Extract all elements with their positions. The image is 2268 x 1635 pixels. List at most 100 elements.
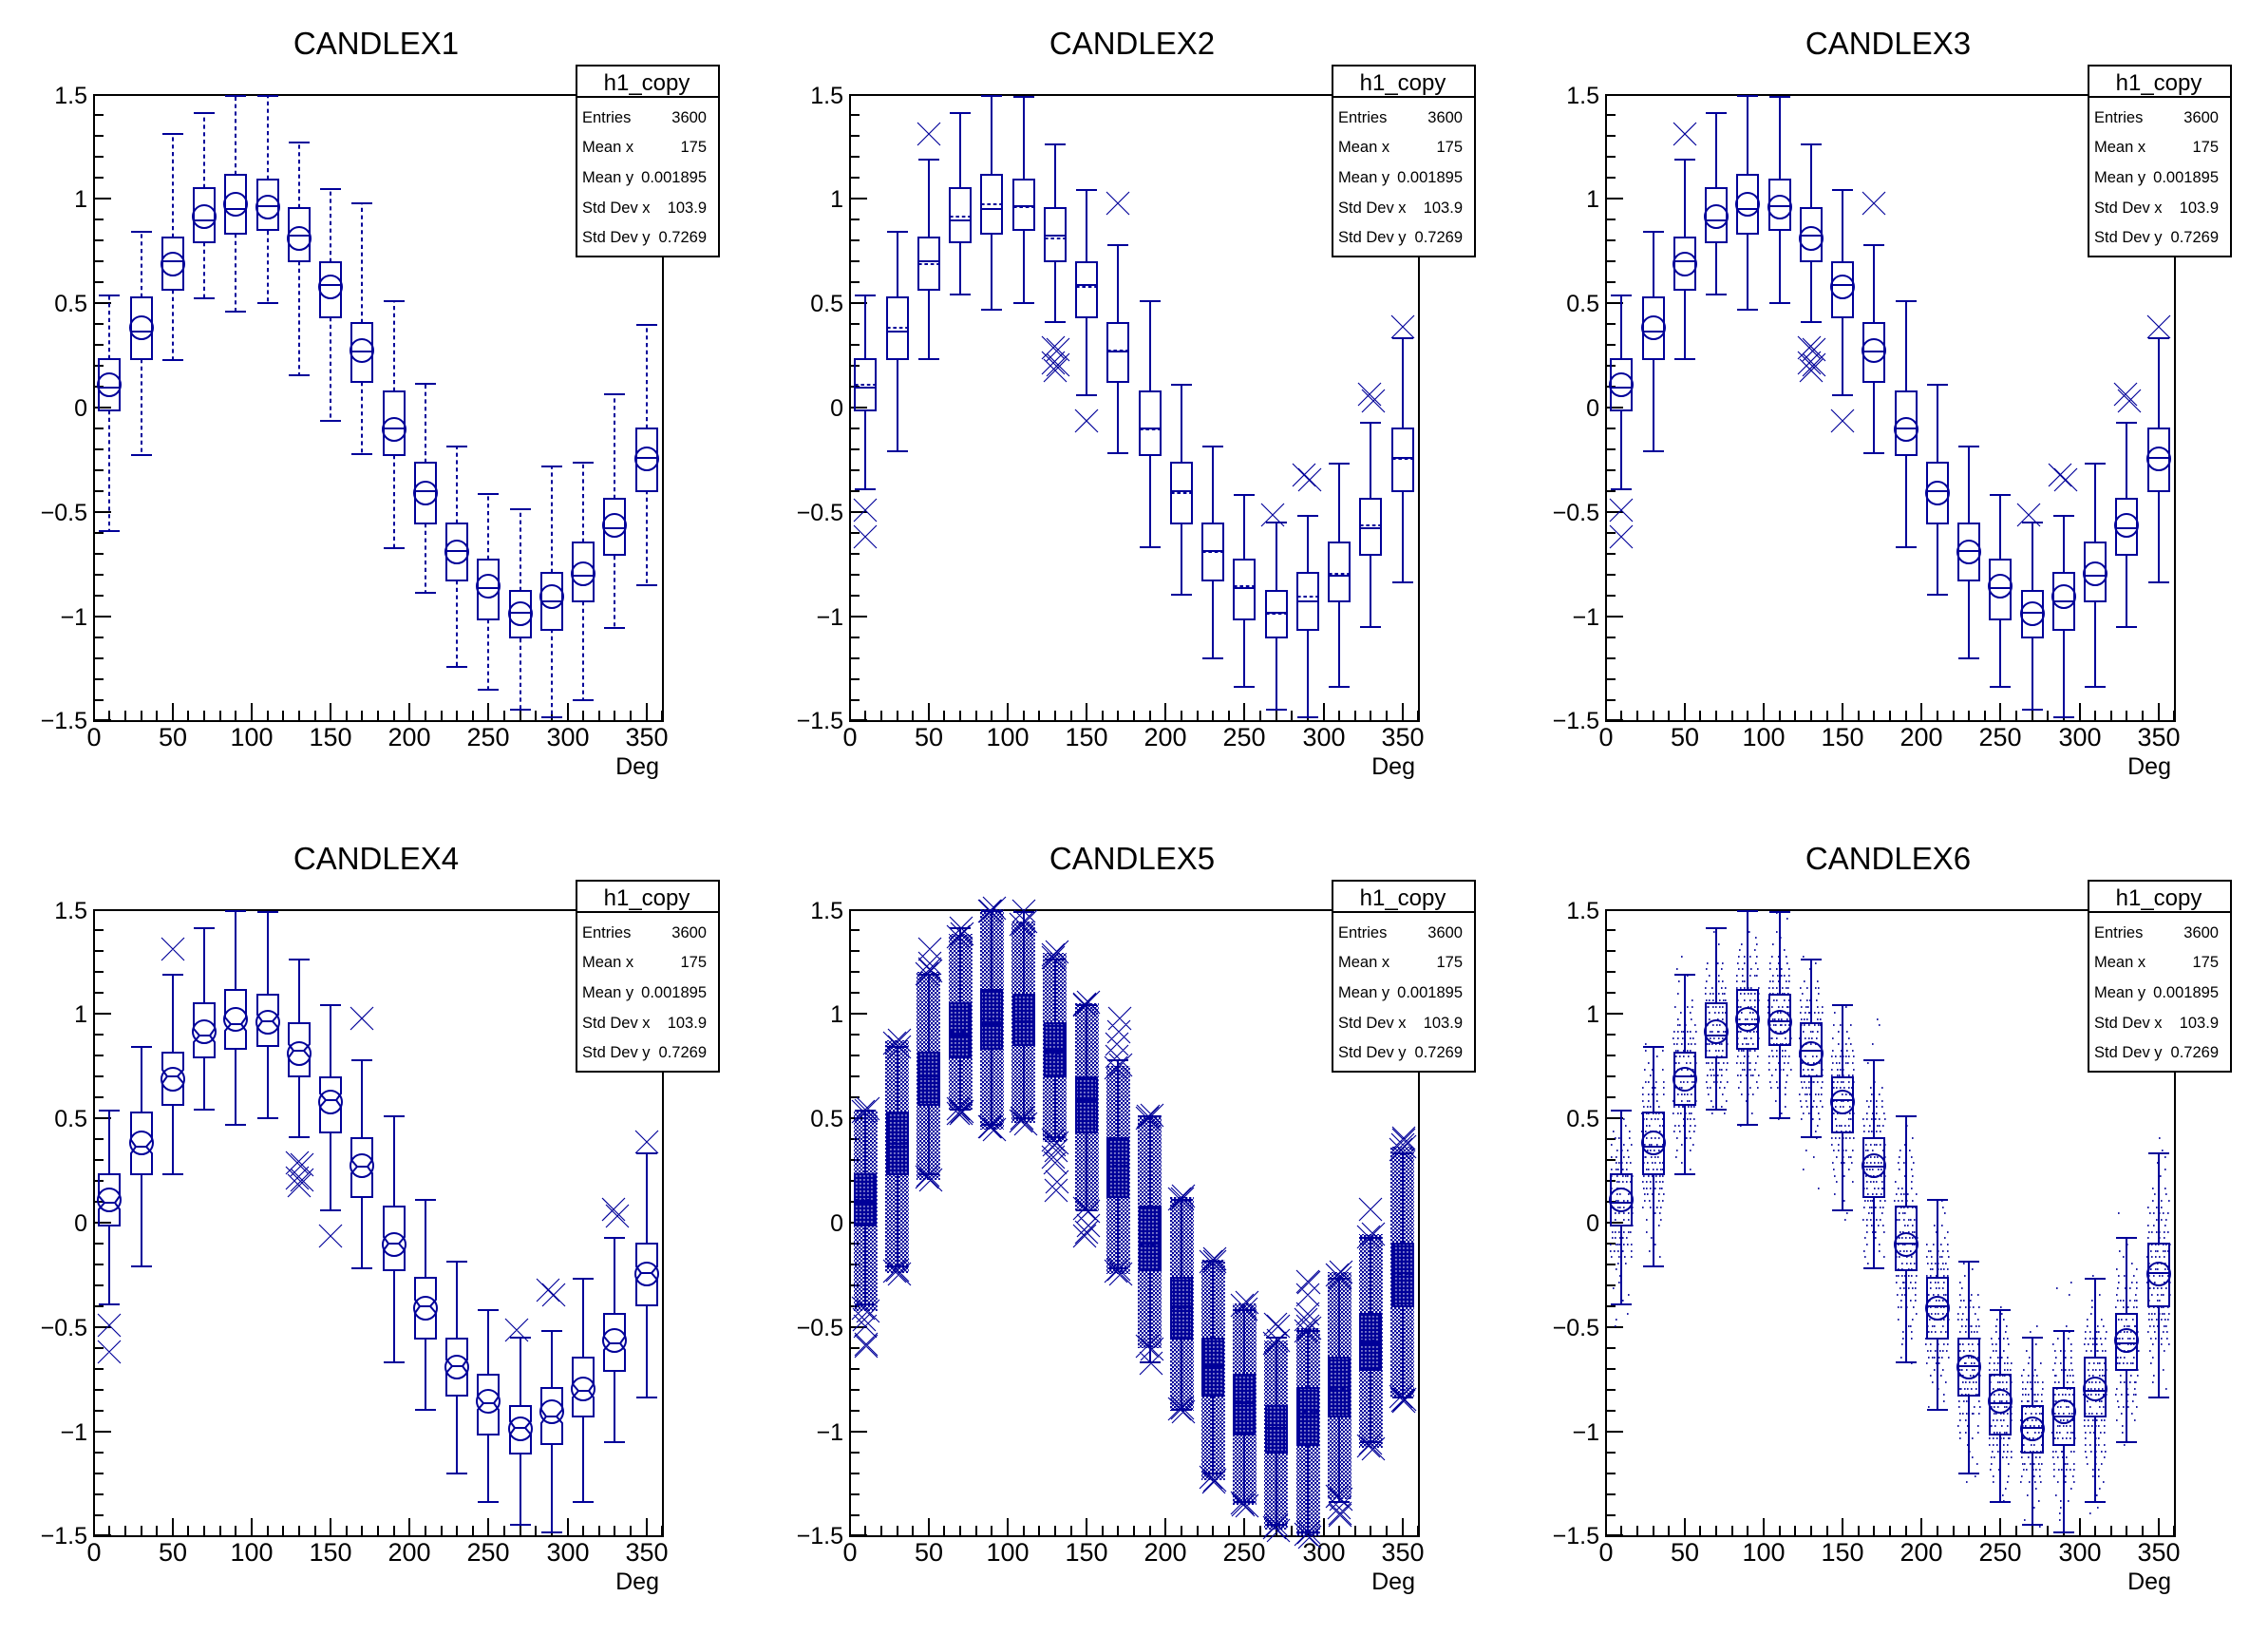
svg-text:−0.5: −0.5	[41, 1315, 87, 1341]
svg-text:200: 200	[387, 1538, 430, 1567]
svg-text:200: 200	[1899, 1538, 1942, 1567]
svg-text:1.5: 1.5	[1566, 83, 1599, 109]
svg-text:0: 0	[1598, 723, 1613, 751]
svg-text:CANDLEX2: CANDLEX2	[1049, 26, 1215, 61]
svg-text:Mean y: Mean y	[2094, 984, 2146, 1001]
svg-text:Deg: Deg	[1371, 753, 1415, 780]
svg-text:Deg: Deg	[2127, 753, 2171, 780]
svg-text:50: 50	[159, 1538, 187, 1567]
svg-text:−1: −1	[816, 1419, 843, 1446]
svg-text:Entries: Entries	[1338, 924, 1387, 941]
svg-text:−0.5: −0.5	[1553, 500, 1599, 526]
svg-text:100: 100	[1742, 723, 1785, 751]
svg-text:−0.5: −0.5	[41, 500, 87, 526]
svg-text:Std Dev x: Std Dev x	[1338, 200, 1407, 217]
svg-text:Std Dev x: Std Dev x	[2094, 200, 2163, 217]
svg-text:−1: −1	[1572, 1419, 1599, 1446]
svg-text:200: 200	[1143, 723, 1186, 751]
svg-text:250: 250	[1978, 723, 2021, 751]
svg-text:Entries: Entries	[2094, 924, 2143, 941]
svg-text:h1_copy: h1_copy	[604, 70, 690, 96]
svg-text:−1: −1	[1572, 604, 1599, 631]
svg-text:Mean x: Mean x	[2094, 954, 2146, 971]
svg-text:100: 100	[1742, 1538, 1785, 1567]
svg-text:−1.5: −1.5	[1553, 1523, 1599, 1549]
svg-text:−1: −1	[816, 604, 843, 631]
svg-text:0: 0	[830, 1210, 843, 1237]
svg-text:1: 1	[74, 1001, 87, 1028]
svg-text:150: 150	[1065, 723, 1107, 751]
svg-text:3600: 3600	[2183, 924, 2219, 941]
svg-text:CANDLEX6: CANDLEX6	[1805, 841, 1971, 876]
svg-text:−0.5: −0.5	[1553, 1315, 1599, 1341]
svg-text:Std Dev y: Std Dev y	[582, 229, 651, 246]
svg-text:0.001895: 0.001895	[1397, 984, 1463, 1001]
svg-text:Mean y: Mean y	[582, 984, 634, 1001]
svg-text:250: 250	[1978, 1538, 2021, 1567]
svg-text:1.5: 1.5	[54, 898, 87, 924]
svg-text:150: 150	[1821, 1538, 1863, 1567]
svg-text:Std Dev x: Std Dev x	[1338, 1015, 1407, 1032]
svg-text:100: 100	[986, 1538, 1029, 1567]
svg-text:Std Dev y: Std Dev y	[1338, 229, 1407, 246]
svg-text:Mean y: Mean y	[1338, 169, 1390, 186]
svg-text:0.7269: 0.7269	[1415, 1044, 1463, 1061]
svg-text:103.9: 103.9	[1424, 200, 1463, 217]
svg-text:0: 0	[86, 723, 101, 751]
svg-text:350: 350	[2137, 1538, 2180, 1567]
svg-text:50: 50	[915, 723, 943, 751]
svg-text:1.5: 1.5	[1566, 898, 1599, 924]
svg-text:Mean y: Mean y	[582, 169, 634, 186]
svg-text:0.001895: 0.001895	[2153, 169, 2219, 186]
svg-text:3600: 3600	[671, 109, 707, 126]
svg-text:103.9: 103.9	[668, 1015, 707, 1032]
svg-text:−1.5: −1.5	[797, 708, 843, 734]
svg-text:0.5: 0.5	[1566, 1106, 1599, 1132]
svg-text:0: 0	[1586, 395, 1599, 422]
svg-text:100: 100	[986, 723, 1029, 751]
svg-text:Deg: Deg	[615, 753, 659, 780]
svg-text:Std Dev y: Std Dev y	[2094, 1044, 2163, 1061]
svg-text:Entries: Entries	[582, 924, 631, 941]
svg-text:Std Dev x: Std Dev x	[2094, 1015, 2163, 1032]
svg-text:Mean x: Mean x	[582, 954, 634, 971]
svg-text:0: 0	[86, 1538, 101, 1567]
svg-text:h1_copy: h1_copy	[1360, 885, 1446, 911]
svg-text:CANDLEX5: CANDLEX5	[1049, 841, 1215, 876]
svg-text:175: 175	[1436, 954, 1463, 971]
svg-text:0.5: 0.5	[1566, 291, 1599, 317]
svg-text:−1.5: −1.5	[41, 708, 87, 734]
svg-text:0: 0	[74, 395, 87, 422]
svg-text:150: 150	[309, 723, 351, 751]
svg-text:100: 100	[230, 1538, 273, 1567]
svg-text:CANDLEX1: CANDLEX1	[293, 26, 459, 61]
svg-text:CANDLEX4: CANDLEX4	[293, 841, 459, 876]
svg-text:Mean x: Mean x	[1338, 954, 1390, 971]
svg-text:0.001895: 0.001895	[641, 984, 707, 1001]
svg-text:200: 200	[387, 723, 430, 751]
svg-text:300: 300	[2058, 1538, 2101, 1567]
svg-text:1: 1	[830, 186, 843, 213]
svg-text:3600: 3600	[2183, 109, 2219, 126]
svg-text:250: 250	[466, 723, 509, 751]
svg-text:h1_copy: h1_copy	[2116, 70, 2202, 96]
svg-text:0: 0	[842, 723, 857, 751]
svg-text:250: 250	[1222, 723, 1265, 751]
svg-text:175: 175	[680, 954, 707, 971]
svg-text:1: 1	[74, 186, 87, 213]
svg-text:0.7269: 0.7269	[2171, 1044, 2219, 1061]
svg-text:175: 175	[2192, 954, 2219, 971]
svg-text:0.5: 0.5	[54, 1106, 87, 1132]
svg-text:Mean x: Mean x	[1338, 139, 1390, 156]
svg-text:Entries: Entries	[1338, 109, 1387, 126]
svg-text:200: 200	[1899, 723, 1942, 751]
svg-text:103.9: 103.9	[2180, 1015, 2219, 1032]
svg-text:0.5: 0.5	[54, 291, 87, 317]
svg-text:350: 350	[625, 723, 668, 751]
svg-text:150: 150	[1065, 1538, 1107, 1567]
svg-text:0: 0	[1586, 1210, 1599, 1237]
svg-text:1: 1	[830, 1001, 843, 1028]
svg-text:103.9: 103.9	[2180, 200, 2219, 217]
svg-text:0: 0	[830, 395, 843, 422]
svg-text:Deg: Deg	[2127, 1568, 2171, 1595]
